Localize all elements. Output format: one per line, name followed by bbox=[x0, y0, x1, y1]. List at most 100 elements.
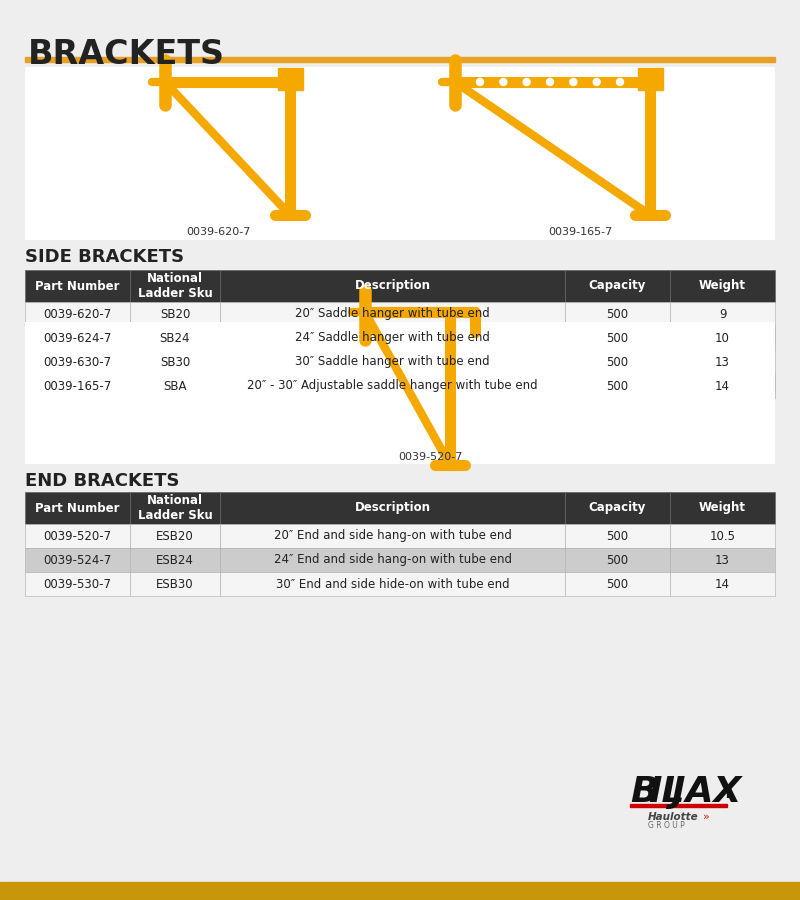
Bar bbox=[220, 270, 565, 302]
Text: SBA: SBA bbox=[163, 380, 186, 392]
Text: 20″ Saddle hanger with tube end: 20″ Saddle hanger with tube end bbox=[295, 308, 490, 320]
Bar bbox=[220, 524, 565, 548]
Bar bbox=[565, 524, 670, 548]
Text: 0039-530-7: 0039-530-7 bbox=[43, 578, 111, 590]
Text: 0039-165-7: 0039-165-7 bbox=[43, 380, 112, 392]
Text: .: . bbox=[723, 776, 734, 804]
Text: 500: 500 bbox=[606, 578, 629, 590]
Text: 0039-165-7: 0039-165-7 bbox=[548, 227, 612, 237]
Bar bbox=[25, 270, 130, 302]
Bar bbox=[25, 326, 130, 350]
Text: Capacity: Capacity bbox=[589, 501, 646, 515]
Text: Weight: Weight bbox=[699, 501, 746, 515]
Text: 500: 500 bbox=[606, 356, 629, 368]
Text: 10: 10 bbox=[715, 331, 730, 345]
Bar bbox=[130, 524, 220, 548]
Text: END BRACKETS: END BRACKETS bbox=[25, 472, 179, 490]
Text: 24″ End and side hang-on with tube end: 24″ End and side hang-on with tube end bbox=[274, 554, 511, 566]
Bar bbox=[220, 302, 565, 326]
Circle shape bbox=[523, 78, 530, 86]
Text: BRACKETS: BRACKETS bbox=[28, 38, 225, 71]
Text: ESB24: ESB24 bbox=[156, 554, 194, 566]
Bar bbox=[25, 350, 130, 374]
Bar bbox=[25, 492, 130, 524]
Text: 13: 13 bbox=[715, 356, 730, 368]
Text: Part Number: Part Number bbox=[35, 280, 120, 292]
Bar bbox=[565, 492, 670, 524]
Text: 30″ Saddle hanger with tube end: 30″ Saddle hanger with tube end bbox=[295, 356, 490, 368]
Text: 500: 500 bbox=[606, 554, 629, 566]
Text: 9: 9 bbox=[718, 308, 726, 320]
Bar bbox=[220, 374, 565, 398]
Text: 0039-524-7: 0039-524-7 bbox=[43, 554, 112, 566]
Bar bbox=[220, 326, 565, 350]
Bar bbox=[130, 374, 220, 398]
Bar bbox=[220, 572, 565, 596]
Bar bbox=[630, 804, 727, 807]
Text: 20″ End and side hang-on with tube end: 20″ End and side hang-on with tube end bbox=[274, 529, 511, 543]
Text: Description: Description bbox=[354, 280, 430, 292]
Text: »: » bbox=[703, 812, 710, 822]
Circle shape bbox=[477, 78, 483, 86]
Text: National
Ladder Sku: National Ladder Sku bbox=[138, 272, 212, 300]
Text: 0039-520-7: 0039-520-7 bbox=[398, 452, 462, 462]
Text: 14: 14 bbox=[715, 380, 730, 392]
Bar bbox=[565, 302, 670, 326]
Bar bbox=[130, 270, 220, 302]
Text: B: B bbox=[630, 775, 658, 809]
Bar bbox=[130, 548, 220, 572]
Text: 0039-620-7: 0039-620-7 bbox=[43, 308, 112, 320]
Text: 30″ End and side hide-on with tube end: 30″ End and side hide-on with tube end bbox=[276, 578, 510, 590]
Text: 0039-630-7: 0039-630-7 bbox=[43, 356, 111, 368]
Circle shape bbox=[593, 78, 600, 86]
Text: 20″ - 30″ Adjustable saddle hanger with tube end: 20″ - 30″ Adjustable saddle hanger with … bbox=[247, 380, 538, 392]
Bar bbox=[130, 326, 220, 350]
Bar bbox=[565, 374, 670, 398]
Text: 24″ Saddle hanger with tube end: 24″ Saddle hanger with tube end bbox=[295, 331, 490, 345]
Bar bbox=[565, 572, 670, 596]
Bar bbox=[670, 548, 775, 572]
Bar bbox=[565, 548, 670, 572]
Bar bbox=[565, 326, 670, 350]
Text: ESB30: ESB30 bbox=[156, 578, 194, 590]
Bar bbox=[130, 492, 220, 524]
Text: Description: Description bbox=[354, 501, 430, 515]
Circle shape bbox=[617, 78, 623, 86]
Bar bbox=[25, 67, 775, 240]
Bar bbox=[565, 350, 670, 374]
Text: SB30: SB30 bbox=[160, 356, 190, 368]
Circle shape bbox=[500, 78, 507, 86]
Bar bbox=[25, 302, 130, 326]
Bar bbox=[25, 548, 130, 572]
Bar bbox=[220, 492, 565, 524]
Text: IL: IL bbox=[648, 775, 685, 809]
Bar bbox=[220, 350, 565, 374]
Bar bbox=[130, 302, 220, 326]
Text: 10.5: 10.5 bbox=[710, 529, 735, 543]
Bar bbox=[670, 302, 775, 326]
Bar bbox=[25, 524, 130, 548]
Bar bbox=[670, 572, 775, 596]
Text: Weight: Weight bbox=[699, 280, 746, 292]
Bar bbox=[25, 572, 130, 596]
Bar bbox=[130, 572, 220, 596]
Text: Capacity: Capacity bbox=[589, 280, 646, 292]
Bar bbox=[278, 68, 303, 90]
Text: 500: 500 bbox=[606, 529, 629, 543]
Bar bbox=[670, 492, 775, 524]
Text: Part Number: Part Number bbox=[35, 501, 120, 515]
Text: 500: 500 bbox=[606, 308, 629, 320]
Bar bbox=[565, 270, 670, 302]
Text: SIDE BRACKETS: SIDE BRACKETS bbox=[25, 248, 184, 266]
Text: JAX: JAX bbox=[672, 775, 742, 809]
Text: SB20: SB20 bbox=[160, 308, 190, 320]
Text: SB24: SB24 bbox=[160, 331, 190, 345]
Bar bbox=[25, 322, 775, 464]
Bar bbox=[0, 882, 800, 900]
Bar bbox=[670, 326, 775, 350]
Text: ESB20: ESB20 bbox=[156, 529, 194, 543]
Circle shape bbox=[546, 78, 554, 86]
Bar bbox=[220, 548, 565, 572]
Text: 0039-620-7: 0039-620-7 bbox=[186, 227, 250, 237]
Text: Haulotte: Haulotte bbox=[648, 812, 698, 822]
